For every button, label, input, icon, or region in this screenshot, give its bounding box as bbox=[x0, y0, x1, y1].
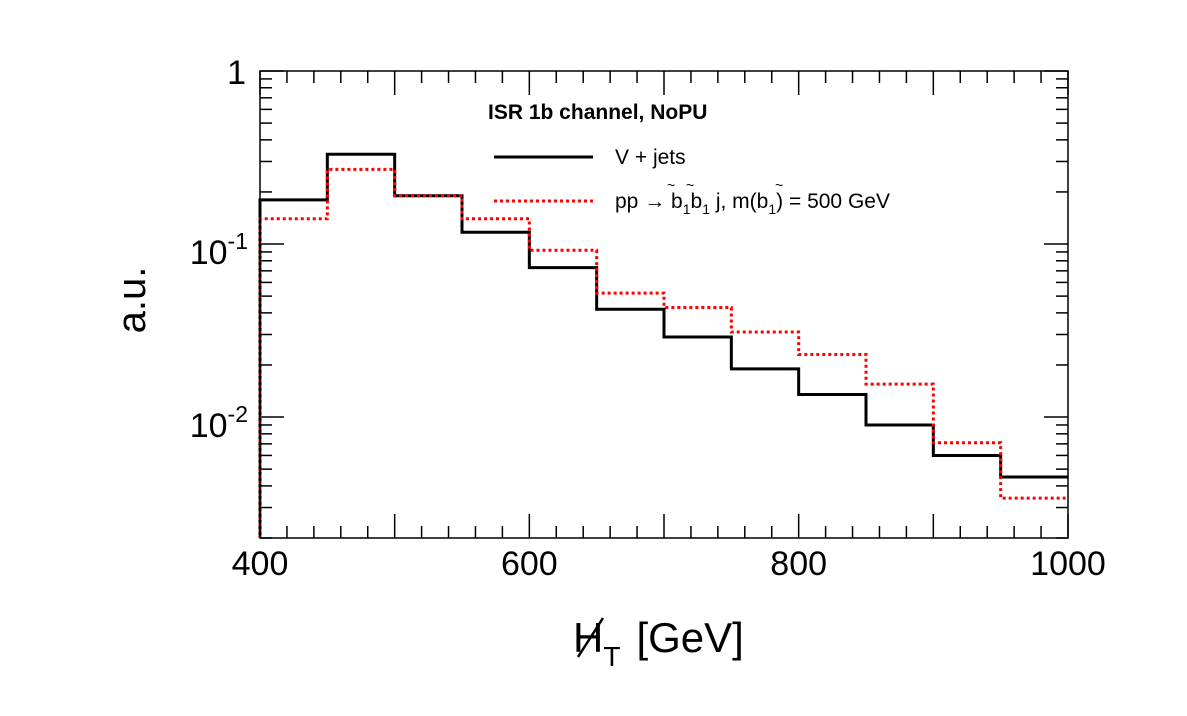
tilde-mark-1: ~ bbox=[667, 177, 675, 193]
x-axis-title-unit: [GeV] bbox=[636, 614, 743, 661]
legend-signal-mid: j, m( bbox=[710, 190, 757, 213]
x-axis-title-text: HT [GeV] bbox=[573, 614, 744, 672]
legend-signal-b2: b bbox=[691, 190, 703, 213]
legend-signal-suffix: ) = 500 GeV bbox=[776, 190, 890, 213]
y-tick-label-0.01-base: 10 bbox=[190, 407, 228, 445]
legend-signal-sub1: 1 bbox=[683, 201, 691, 217]
x-axis-title: HT [GeV] bbox=[573, 614, 744, 672]
legend-signal-sub2: 1 bbox=[702, 201, 710, 217]
y-tick-label-0.1: 10-1 bbox=[190, 228, 248, 272]
y-tick-label-0.01: 10-2 bbox=[190, 401, 248, 445]
y-tick-label-0.01-exp: -2 bbox=[228, 401, 248, 427]
y-tick-label-1: 1 bbox=[227, 54, 246, 92]
x-axis-title-slash bbox=[576, 617, 605, 658]
x-axis-title-symbol: H bbox=[573, 614, 603, 661]
legend-signal-sub3: 1 bbox=[768, 201, 776, 217]
x-tick-label-400: 400 bbox=[232, 545, 289, 583]
plot-frame bbox=[259, 70, 1069, 539]
y-tick-label-0.1-exp: -1 bbox=[228, 228, 248, 254]
x-tick-label-1000: 1000 bbox=[1030, 545, 1106, 583]
tilde-mark-3: ~ bbox=[775, 177, 783, 193]
legend-title: ISR 1b channel, NoPU bbox=[488, 101, 707, 124]
series-layer bbox=[258, 152, 1068, 538]
tilde-mark-2: ~ bbox=[686, 177, 694, 193]
y-tick-label-0.1-base: 10 bbox=[190, 234, 228, 272]
x-tick-label-800: 800 bbox=[770, 545, 827, 583]
x-tick-label-600: 600 bbox=[501, 545, 558, 583]
minor-ticks bbox=[260, 71, 1068, 539]
legend-label-signal: pp → b1b1 j, m(b1) = 500 GeV bbox=[615, 190, 890, 217]
legend-signal-prefix: pp → bbox=[615, 190, 671, 213]
x-axis-title-subscript: T bbox=[603, 641, 620, 672]
legend: ISR 1b channel, NoPU V + jets pp → b1b1 … bbox=[488, 101, 890, 217]
series-signal-line bbox=[258, 167, 1068, 538]
y-axis-title: a.u. bbox=[110, 267, 154, 334]
legend-signal-b3: b bbox=[757, 190, 769, 213]
legend-signal-b1: b bbox=[671, 190, 683, 213]
x-tick-labels: 400 600 800 1000 bbox=[232, 545, 1106, 583]
legend-label-vjets: V + jets bbox=[615, 146, 686, 169]
y-tick-labels: 1 10-1 10-2 bbox=[190, 54, 248, 445]
